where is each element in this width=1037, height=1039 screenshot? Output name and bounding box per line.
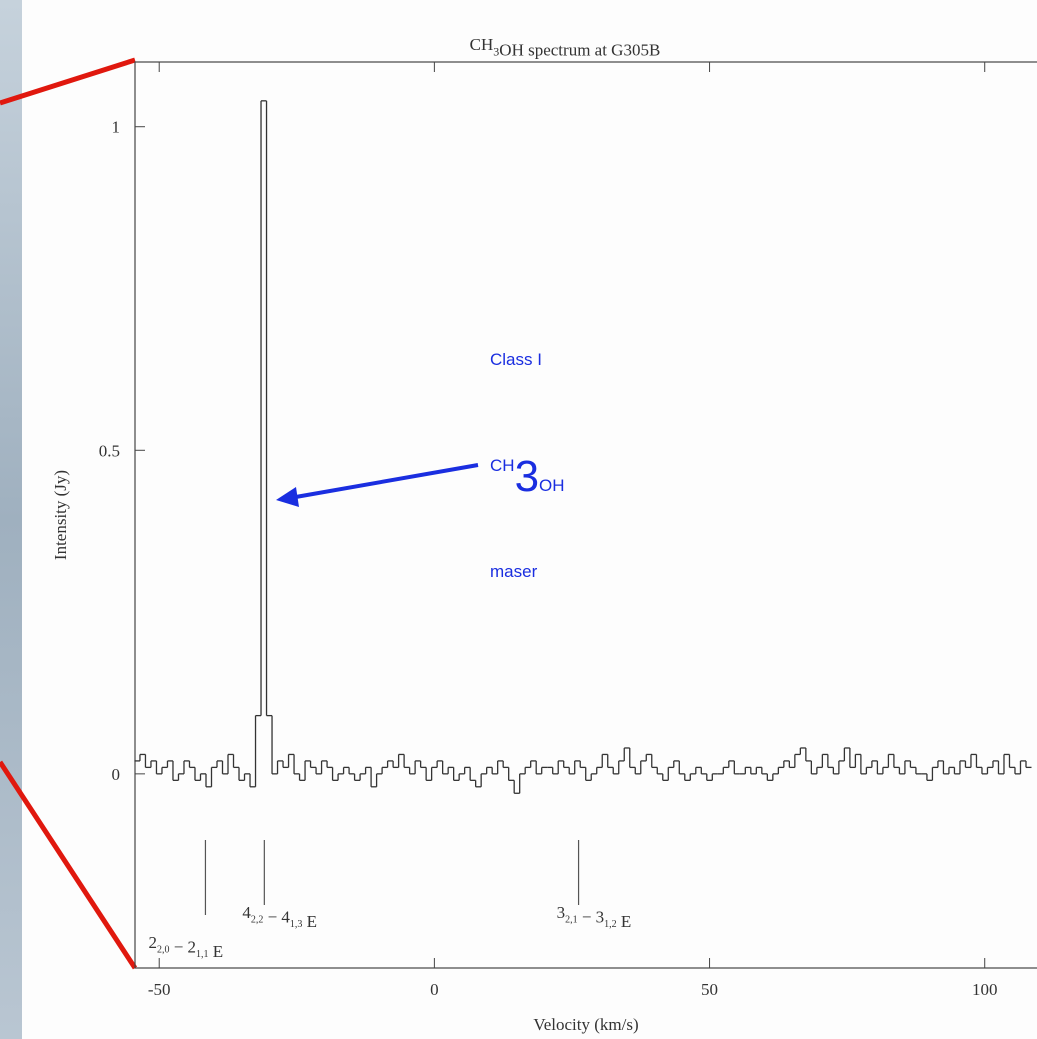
annotation-line: Class I [490, 350, 542, 369]
text-run: E [617, 912, 632, 931]
x-tick-label: -50 [148, 980, 171, 999]
plot-frame [134, 61, 1037, 969]
subscript: 1,3 [290, 919, 303, 930]
line-label: 22,0 − 21,1 E [148, 933, 223, 961]
subscript: 2,1 [565, 915, 578, 926]
text-run: − 3 [578, 908, 605, 927]
text-run: CH [490, 456, 515, 475]
text-run: E [302, 912, 317, 931]
line-label: 32,1 − 31,2 E [557, 903, 632, 931]
text-run: OH [539, 476, 565, 495]
zoom-line [0, 57, 136, 106]
arrow-head [276, 487, 299, 507]
text-run: E [209, 942, 224, 961]
y-tick-label: 0.5 [99, 441, 120, 460]
x-tick-label: 50 [701, 980, 718, 999]
line-label: 42,2 − 41,3 E [242, 903, 317, 931]
y-tick-label: 0 [112, 765, 121, 784]
subscript: 1,1 [196, 949, 209, 960]
subscript: 3 [493, 44, 499, 58]
text-run: 3 [557, 903, 566, 922]
y-axis-label: Intensity (Jy) [51, 470, 70, 560]
subscript: 1,2 [604, 919, 617, 930]
subscript: 2,0 [157, 945, 170, 956]
annotation-line: maser [490, 562, 538, 581]
text-run: − 4 [263, 908, 290, 927]
text-run: Class I [490, 350, 542, 369]
annotation-line: CH3OH [490, 452, 565, 501]
subscript: 2,2 [251, 915, 264, 926]
text-run: − 2 [169, 938, 196, 957]
y-tick-label: 1 [112, 118, 121, 137]
chart-title: CH3OH spectrum at G305B [470, 35, 661, 59]
text-run: maser [490, 562, 538, 581]
text-run: CH [470, 35, 494, 54]
x-axis-label: Velocity (km/s) [533, 1015, 638, 1034]
zoom-line [0, 760, 138, 970]
x-tick-label: 100 [972, 980, 998, 999]
subscript: 3 [515, 452, 539, 501]
text-run: 2 [148, 933, 157, 952]
figure-background [22, 0, 1037, 1039]
x-tick-label: 0 [430, 980, 439, 999]
text-run: 4 [242, 903, 251, 922]
text-run: OH spectrum at G305B [499, 40, 660, 59]
annotation-arrow [289, 463, 479, 500]
